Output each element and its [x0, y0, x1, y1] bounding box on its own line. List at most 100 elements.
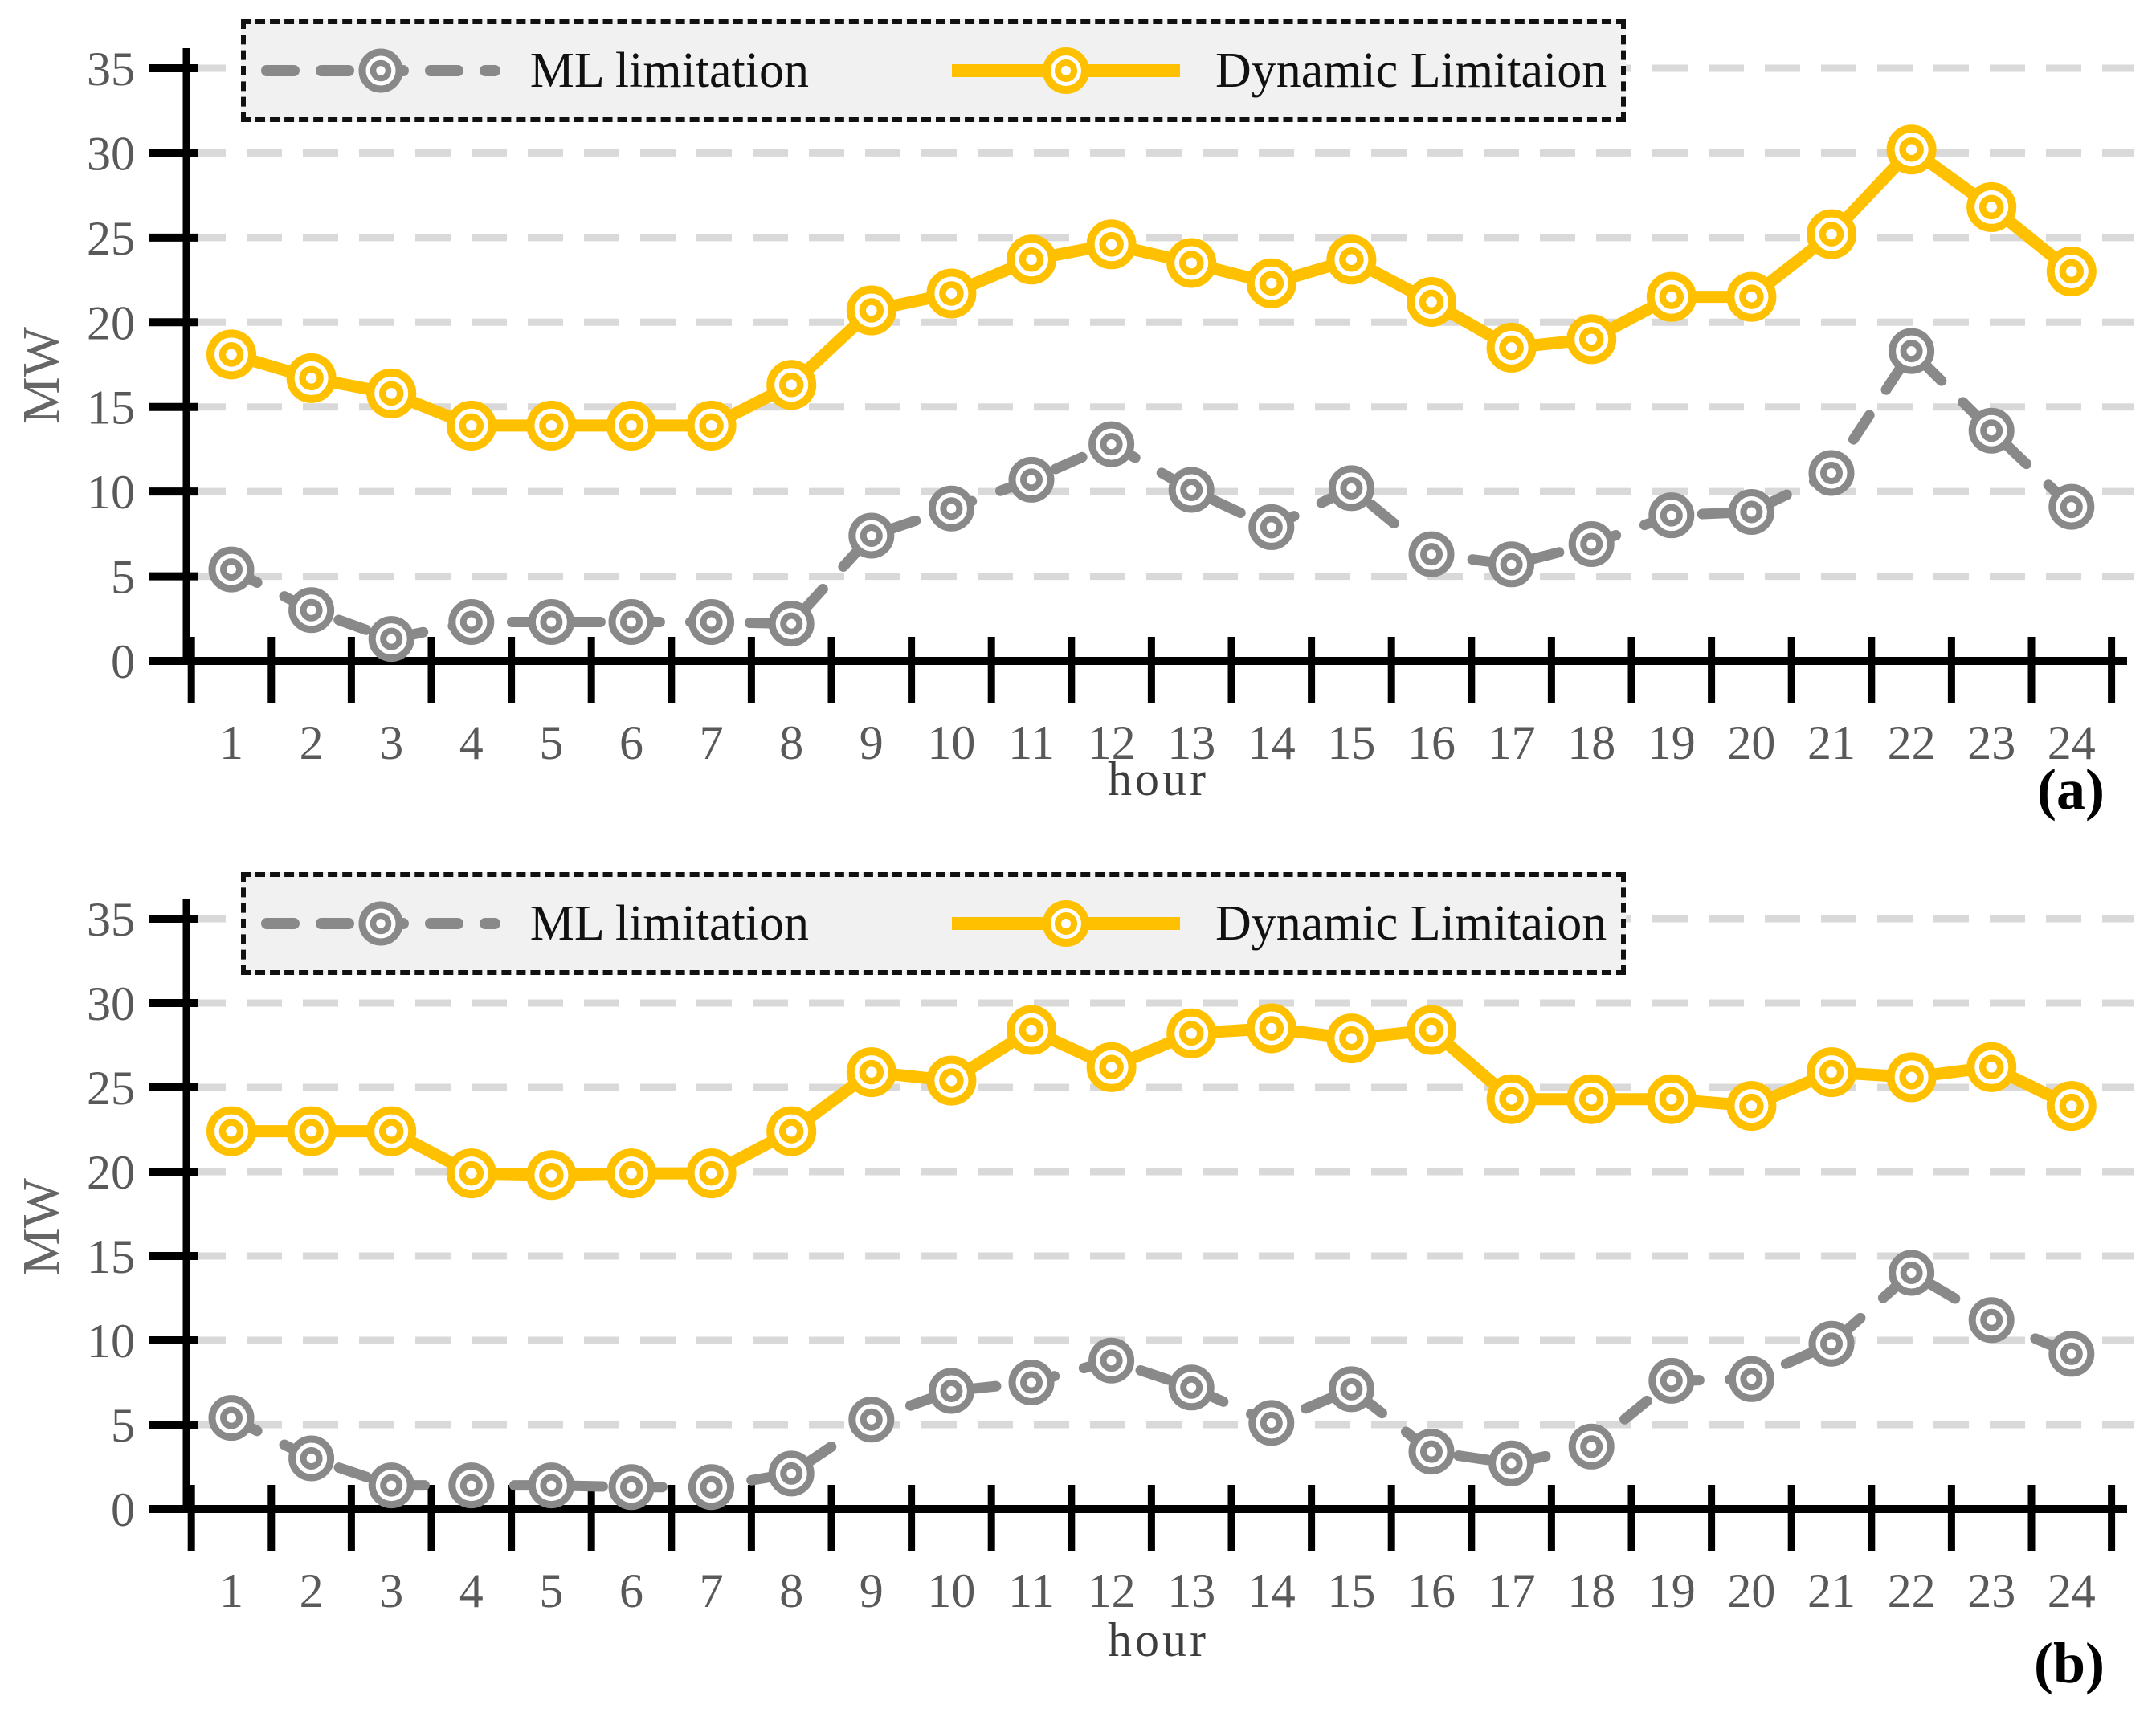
x-tick-label: 20: [1727, 716, 1775, 769]
marker-inner-ml: [1900, 340, 1923, 363]
x-tick-label: 19: [1648, 716, 1696, 769]
marker-inner-dynamic: [218, 1119, 244, 1144]
x-tick-label: 4: [459, 716, 484, 769]
panel-label-b: (b): [2034, 1631, 2105, 1695]
marker-inner-dynamic: [699, 413, 724, 438]
y-tick-label: 25: [87, 1062, 135, 1115]
x-tick-label: 15: [1327, 1564, 1375, 1617]
marker-dynamic: [1966, 181, 2017, 232]
marker-inner-dynamic: [619, 1160, 644, 1186]
marker-dynamic: [1726, 271, 1777, 322]
marker-ml: [1568, 1423, 1615, 1470]
x-tick-label: 1: [219, 1564, 243, 1617]
y-tick-label: 5: [111, 551, 135, 604]
marker-ml: [1568, 521, 1615, 568]
marker-inner-ml: [1580, 1435, 1603, 1458]
marker-inner-ml: [1420, 1440, 1443, 1463]
marker-dynamic: [1646, 1074, 1697, 1124]
x-tick-label: 3: [379, 716, 403, 769]
marker-dynamic: [686, 400, 737, 451]
marker-ml: [608, 1464, 655, 1511]
marker-dynamic: [1166, 238, 1217, 288]
marker-inner-dynamic: [1739, 1093, 1764, 1119]
dynamic-line-sample-icon: [952, 900, 1180, 947]
marker-inner-dynamic: [2059, 259, 2085, 284]
legend-item-dynamic: Dynamic Limitaion: [945, 895, 1607, 952]
marker-ml: [1968, 407, 2015, 454]
marker-ml: [768, 1450, 815, 1497]
marker-ml: [1968, 1297, 2015, 1344]
y-axis-title-b: MW: [12, 1178, 71, 1275]
marker-dynamic: [686, 1148, 737, 1199]
x-tick-label: 21: [1807, 1564, 1856, 1617]
marker-ml: [768, 601, 815, 647]
marker-inner-dynamic: [378, 381, 404, 406]
legend-item-ml: ML limitation: [260, 895, 809, 952]
x-tick-label: 22: [1888, 1564, 1936, 1617]
marker-inner-dynamic: [1899, 1065, 1924, 1090]
marker-inner-dynamic: [539, 413, 564, 438]
marker-dynamic: [1886, 1052, 1937, 1103]
marker-dynamic: [366, 1106, 417, 1156]
y-tick-label: 20: [87, 1146, 135, 1199]
marker-inner-dynamic: [699, 1160, 724, 1186]
marker-inner-ml: [1100, 433, 1123, 456]
marker-dynamic: [2046, 247, 2097, 297]
marker-inner-ml: [459, 1474, 483, 1497]
marker-dynamic: [846, 285, 896, 336]
x-tick-label: 19: [1648, 1564, 1696, 1617]
x-tick-label: 4: [459, 1564, 484, 1617]
x-tick-label: 16: [1407, 1564, 1456, 1617]
marker-inner-ml: [620, 610, 643, 634]
marker-inner-ml: [1260, 516, 1283, 539]
marker-inner-dynamic: [859, 298, 884, 323]
marker-dynamic: [1086, 1042, 1137, 1092]
y-tick-label: 30: [87, 977, 135, 1030]
marker-ml: [528, 599, 574, 646]
marker-ml: [1808, 1320, 1855, 1367]
marker-ml: [528, 1462, 574, 1509]
marker-dynamic: [286, 1106, 337, 1156]
marker-dynamic: [2046, 1081, 2097, 1132]
marker-inner-dynamic: [1019, 1017, 1044, 1042]
marker-dynamic: [1407, 1005, 1456, 1055]
marker-dynamic: [1326, 1013, 1377, 1064]
series-line-ml: [226, 1267, 2077, 1493]
marker-ml: [1248, 504, 1295, 550]
marker-inner-dynamic: [1019, 247, 1044, 272]
marker-inner-ml: [1020, 468, 1043, 491]
marker-inner-ml: [940, 1380, 963, 1402]
marker-dynamic: [446, 400, 496, 451]
marker-inner-dynamic: [1978, 1054, 2004, 1080]
marker-dynamic: [1086, 219, 1137, 270]
x-tick-label: 18: [1567, 1564, 1615, 1617]
marker-inner-dynamic: [539, 1162, 564, 1188]
marker-ml: [368, 616, 414, 663]
marker-dynamic: [1886, 124, 1937, 175]
x-tick-label: 5: [539, 716, 563, 769]
x-tick-label: 9: [860, 716, 884, 769]
y-axis-title-a: MW: [12, 327, 71, 424]
marker-ml: [848, 512, 895, 559]
marker-dynamic: [1326, 234, 1377, 285]
x-tick-label: 10: [927, 716, 975, 769]
marker-inner-dynamic: [1339, 247, 1364, 272]
marker-dynamic: [766, 360, 817, 410]
x-tick-label: 6: [619, 716, 643, 769]
marker-dynamic: [1246, 258, 1296, 308]
y-tick-label: 25: [87, 212, 135, 265]
marker-inner-ml: [1820, 461, 1843, 484]
x-tick-label: 2: [300, 1564, 324, 1617]
marker-inner-ml: [1580, 532, 1603, 556]
marker-ml: [368, 1462, 414, 1509]
marker-inner-dynamic: [1578, 1087, 1604, 1111]
x-tick-label: 11: [1008, 1564, 1055, 1617]
x-tick-label: 16: [1407, 716, 1456, 769]
marker-inner-ml: [1740, 500, 1763, 524]
marker-ml: [1889, 1250, 1935, 1296]
x-tick-label: 22: [1888, 716, 1936, 769]
series-line-dynamic: [225, 1022, 2078, 1181]
marker-ml: [1488, 1440, 1535, 1486]
marker-inner-ml: [1180, 479, 1203, 502]
